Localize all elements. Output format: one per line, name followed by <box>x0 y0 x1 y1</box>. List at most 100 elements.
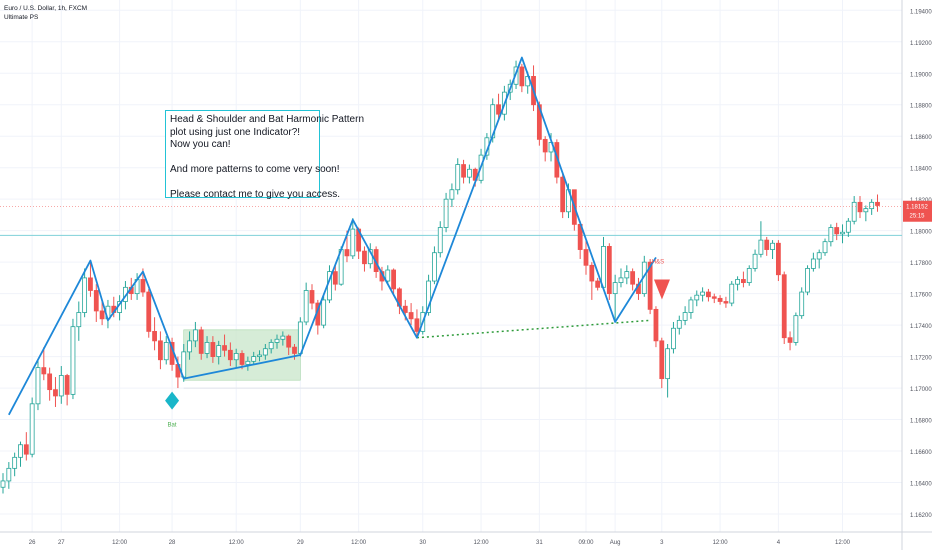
candle-body <box>152 331 157 342</box>
x-tick-label: 26 <box>29 540 36 546</box>
annotation-line <box>170 177 315 190</box>
zigzag-line <box>8 56 657 416</box>
candle-body <box>671 327 676 350</box>
candle-body <box>385 269 391 282</box>
price-tag-value: 1.18152 <box>906 205 928 211</box>
candle-body <box>682 312 688 321</box>
candle-body <box>309 290 315 304</box>
y-tick-label: 1.16600 <box>910 450 932 456</box>
candle-body <box>770 242 775 250</box>
candle-body <box>659 340 665 380</box>
price-tag-countdown: 25:15 <box>909 214 925 220</box>
x-tick-label: 3 <box>660 540 664 546</box>
candle-body <box>70 326 76 395</box>
candle-body <box>461 164 466 178</box>
candle-body <box>47 373 53 391</box>
candle-body <box>711 296 717 299</box>
candle-body <box>187 340 192 353</box>
candle-body <box>251 356 257 362</box>
candle-body <box>542 138 548 153</box>
candle-body <box>274 338 280 343</box>
candle-body <box>6 467 12 482</box>
candle-body <box>805 268 810 293</box>
candle-body <box>496 104 501 115</box>
candle-body <box>741 279 746 284</box>
x-tick-label: 30 <box>419 540 426 546</box>
y-tick-label: 1.17400 <box>910 324 932 330</box>
y-tick-label: 1.16200 <box>910 513 932 519</box>
candle-body <box>146 291 152 332</box>
candle-body <box>717 297 723 302</box>
candle-body <box>292 346 297 354</box>
candle-body <box>99 310 105 320</box>
candle-body <box>647 261 653 310</box>
candle-body <box>222 345 227 351</box>
candle-body <box>840 231 845 235</box>
candle-body <box>746 268 752 284</box>
annotation-line <box>170 152 315 165</box>
candle-body <box>35 367 41 405</box>
x-tick-label: 09:00 <box>578 540 594 546</box>
candle-body <box>76 312 82 328</box>
y-tick-label: 1.18400 <box>910 167 932 173</box>
candle-body <box>706 291 711 298</box>
candle-body <box>729 283 735 304</box>
candle-body <box>58 375 64 397</box>
candle-body <box>303 290 309 323</box>
annotation-line: Head & Shoulder and Bat Harmonic Pattern <box>170 114 364 125</box>
symbol-title: Euro / U.S. Dollar, 1h, FXCM <box>4 5 88 12</box>
candle-body <box>268 342 274 350</box>
candle-body <box>163 342 169 361</box>
candle-body <box>262 348 268 356</box>
x-tick-label: Aug <box>610 540 621 546</box>
annotation-line: And more patterns to come very soon! <box>170 164 340 175</box>
candle-body <box>857 201 863 213</box>
y-tick-label: 1.17800 <box>910 261 932 267</box>
candle-body <box>53 389 58 397</box>
candle-body <box>82 277 88 313</box>
annotation-box[interactable]: Head & Shoulder and Bat Harmonic Pattern… <box>165 110 364 200</box>
candle-body <box>286 335 292 348</box>
candle-body <box>198 329 204 354</box>
candle-body <box>775 242 781 276</box>
candle-body <box>257 354 262 357</box>
candle-body <box>752 253 758 269</box>
annotation-line: Now you can! <box>170 139 231 150</box>
x-tick-label: 12:00 <box>474 540 490 546</box>
candle-body <box>12 456 18 469</box>
candle-body <box>455 164 461 191</box>
candle-body <box>875 201 880 206</box>
x-tick-label: 31 <box>536 540 543 546</box>
candle-body <box>0 480 6 488</box>
bat-diamond-marker <box>165 391 180 410</box>
x-tick-label: 12:00 <box>835 540 851 546</box>
candle-body <box>297 321 303 354</box>
indicator-name: Ultimate PS <box>4 14 39 21</box>
candle-body <box>601 246 606 288</box>
candle-body <box>624 271 630 279</box>
candle-body <box>204 342 210 354</box>
annotation-line: Please contact me to give you access. <box>170 189 341 200</box>
candle-body <box>700 291 705 296</box>
y-tick-label: 1.18800 <box>910 104 932 110</box>
x-tick-label: 27 <box>58 540 65 546</box>
candle-body <box>869 201 875 210</box>
y-tick-label: 1.19000 <box>910 72 932 78</box>
candle-body <box>29 403 35 455</box>
candle-body <box>676 319 682 329</box>
candle-body <box>449 189 455 200</box>
candle-body <box>834 227 840 235</box>
candle-body <box>694 294 700 301</box>
candle-body <box>606 246 612 295</box>
candle-body <box>822 241 828 254</box>
candle-body <box>618 277 624 284</box>
candle-body <box>344 249 350 257</box>
y-tick-label: 1.17200 <box>910 356 932 362</box>
candle-body <box>432 252 437 282</box>
candle-body <box>88 277 93 291</box>
candle-body <box>688 299 694 313</box>
candle-body <box>41 367 47 375</box>
candle-body <box>158 340 163 361</box>
